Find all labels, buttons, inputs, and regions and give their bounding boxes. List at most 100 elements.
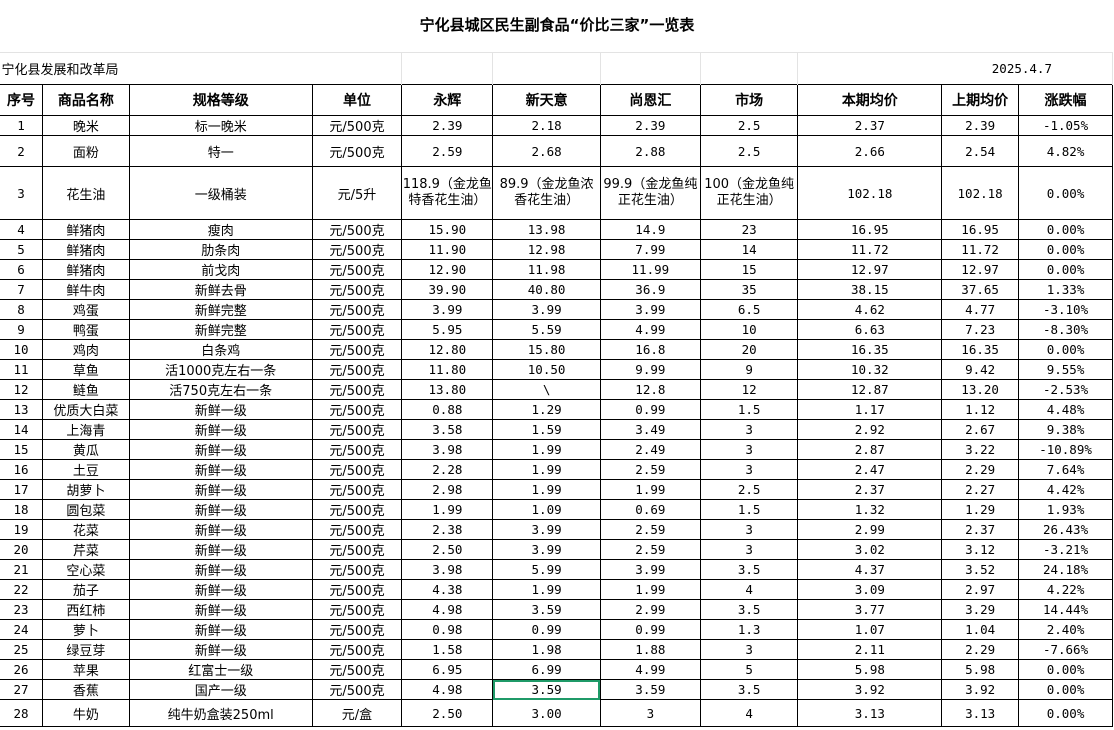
cell-xintianyi[interactable]: \ [492,379,601,400]
cell-spec[interactable]: 特一 [128,135,313,167]
cell-current-avg[interactable]: 1.07 [797,619,943,640]
cell-current-avg[interactable]: 16.95 [797,219,943,240]
cell-spec[interactable]: 国产一级 [128,679,313,700]
cell-yonghui[interactable]: 11.80 [401,359,494,380]
cell-index[interactable]: 21 [0,559,43,580]
cell-previous-avg[interactable]: 16.35 [941,339,1020,360]
cell-market[interactable]: 3 [699,419,799,440]
cell-spec[interactable]: 红富士一级 [128,659,313,680]
cell-unit[interactable]: 元/500克 [311,299,403,320]
cell-index[interactable]: 3 [0,166,43,220]
cell-yonghui[interactable]: 3.98 [401,559,494,580]
cell-spec[interactable]: 新鲜一级 [128,559,313,580]
cell-previous-avg[interactable]: 3.12 [941,539,1020,560]
cell-spec[interactable]: 新鲜一级 [128,479,313,500]
cell-xintianyi[interactable]: 3.99 [492,539,601,560]
cell-current-avg[interactable]: 5.98 [797,659,943,680]
cell-yonghui[interactable]: 12.90 [401,259,494,280]
cell-previous-avg[interactable]: 3.22 [941,439,1020,460]
cell-index[interactable]: 19 [0,519,43,540]
cell-change[interactable]: 7.64% [1018,459,1113,480]
cell-yonghui[interactable]: 4.98 [401,679,494,700]
cell-shangenhui[interactable]: 2.39 [599,115,701,136]
cell-market[interactable]: 4 [699,699,799,727]
cell-previous-avg[interactable]: 12.97 [941,259,1020,280]
cell-index[interactable]: 22 [0,579,43,600]
cell-spec[interactable]: 新鲜一级 [128,439,313,460]
cell-shangenhui[interactable]: 2.59 [599,539,701,560]
cell-index[interactable]: 5 [0,239,43,260]
cell-spec[interactable]: 活750克左右一条 [128,379,313,400]
cell-name[interactable]: 牛奶 [41,699,130,727]
cell-shangenhui[interactable]: 12.8 [599,379,701,400]
cell-yonghui[interactable]: 12.80 [401,339,494,360]
cell-unit[interactable]: 元/500克 [311,279,403,300]
empty-cell[interactable] [600,52,701,85]
header-unit[interactable]: 单位 [311,84,403,116]
cell-change[interactable]: 24.18% [1018,559,1113,580]
cell-previous-avg[interactable]: 9.42 [941,359,1020,380]
cell-previous-avg[interactable]: 1.12 [941,399,1020,420]
cell-previous-avg[interactable]: 3.29 [941,599,1020,620]
cell-yonghui[interactable]: 15.90 [401,219,494,240]
cell-index[interactable]: 18 [0,499,43,520]
cell-spec[interactable]: 新鲜一级 [128,499,313,520]
cell-shangenhui[interactable]: 3.59 [599,679,701,700]
cell-change[interactable]: -3.10% [1018,299,1113,320]
cell-name[interactable]: 草鱼 [41,359,130,380]
cell-previous-avg[interactable]: 2.27 [941,479,1020,500]
cell-shangenhui[interactable]: 0.99 [599,399,701,420]
cell-unit[interactable]: 元/500克 [311,599,403,620]
cell-name[interactable]: 西红柿 [41,599,130,620]
cell-market[interactable]: 3 [699,639,799,660]
cell-current-avg[interactable]: 2.92 [797,419,943,440]
cell-spec[interactable]: 新鲜完整 [128,319,313,340]
cell-shangenhui[interactable]: 2.59 [599,519,701,540]
cell-index[interactable]: 16 [0,459,43,480]
cell-change[interactable]: -3.21% [1018,539,1113,560]
cell-yonghui[interactable]: 2.39 [401,115,494,136]
cell-unit[interactable]: 元/500克 [311,219,403,240]
cell-spec[interactable]: 新鲜一级 [128,399,313,420]
cell-name[interactable]: 鲜猪肉 [41,219,130,240]
cell-unit[interactable]: 元/500克 [311,619,403,640]
cell-unit[interactable]: 元/500克 [311,519,403,540]
cell-shangenhui[interactable]: 99.9（金龙鱼纯正花生油） [599,166,701,220]
cell-index[interactable]: 1 [0,115,43,136]
cell-current-avg[interactable]: 12.97 [797,259,943,280]
cell-current-avg[interactable]: 2.37 [797,115,943,136]
header-index[interactable]: 序号 [0,84,43,116]
cell-current-avg[interactable]: 4.37 [797,559,943,580]
cell-index[interactable]: 10 [0,339,43,360]
cell-xintianyi[interactable]: 11.98 [492,259,601,280]
cell-previous-avg[interactable]: 2.39 [941,115,1020,136]
cell-shangenhui[interactable]: 16.8 [599,339,701,360]
cell-yonghui[interactable]: 1.58 [401,639,494,660]
cell-change[interactable]: 0.00% [1018,239,1113,260]
cell-change[interactable]: 0.00% [1018,679,1113,700]
header-current-avg[interactable]: 本期均价 [797,84,943,116]
cell-previous-avg[interactable]: 37.65 [941,279,1020,300]
cell-index[interactable]: 2 [0,135,43,167]
cell-market[interactable]: 3 [699,459,799,480]
cell-spec[interactable]: 新鲜一级 [128,519,313,540]
cell-unit[interactable]: 元/500克 [311,239,403,260]
cell-spec[interactable]: 新鲜一级 [128,459,313,480]
cell-shangenhui[interactable]: 3.99 [599,559,701,580]
cell-market[interactable]: 10 [699,319,799,340]
cell-current-avg[interactable]: 16.35 [797,339,943,360]
cell-xintianyi[interactable]: 1.99 [492,479,601,500]
cell-shangenhui[interactable]: 7.99 [599,239,701,260]
cell-market[interactable]: 3.5 [699,559,799,580]
cell-current-avg[interactable]: 2.87 [797,439,943,460]
cell-index[interactable]: 7 [0,279,43,300]
cell-xintianyi[interactable]: 3.59 [492,599,601,620]
cell-name[interactable]: 鲜猪肉 [41,259,130,280]
cell-unit[interactable]: 元/盒 [311,699,403,727]
cell-spec[interactable]: 肋条肉 [128,239,313,260]
cell-market[interactable]: 3.5 [699,599,799,620]
cell-change[interactable]: -1.05% [1018,115,1113,136]
header-market[interactable]: 市场 [699,84,799,116]
cell-previous-avg[interactable]: 13.20 [941,379,1020,400]
cell-current-avg[interactable]: 11.72 [797,239,943,260]
